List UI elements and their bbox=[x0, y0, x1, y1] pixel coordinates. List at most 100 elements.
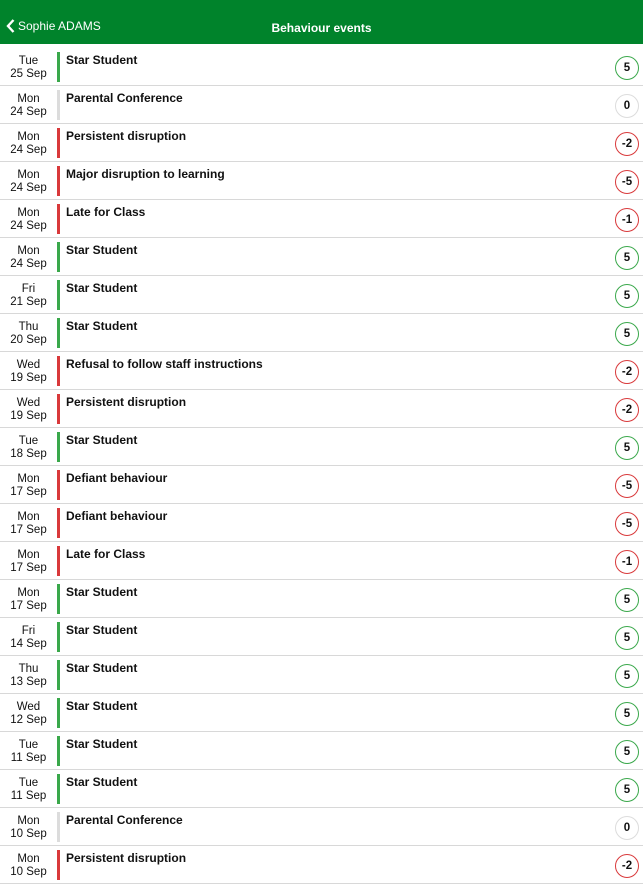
event-date: Fri 14 Sep bbox=[0, 625, 57, 651]
event-row[interactable]: Mon 24 Sep Late for Class -1 bbox=[0, 200, 643, 238]
event-label: Refusal to follow staff instructions bbox=[66, 357, 263, 371]
event-row[interactable]: Tue 18 Sep Star Student 5 bbox=[0, 428, 643, 466]
event-row[interactable]: Mon 10 Sep Persistent disruption -2 bbox=[0, 846, 643, 884]
event-day: Mon bbox=[17, 131, 40, 143]
event-row[interactable]: Mon 10 Sep Parental Conference 0 bbox=[0, 808, 643, 846]
event-day: Mon bbox=[17, 169, 40, 181]
event-date-value: 19 Sep bbox=[10, 410, 47, 422]
event-label: Parental Conference bbox=[66, 91, 183, 105]
event-type-indicator bbox=[57, 736, 60, 766]
event-type-indicator bbox=[57, 546, 60, 576]
event-day: Wed bbox=[16, 701, 41, 713]
event-label: Persistent disruption bbox=[66, 129, 187, 143]
event-type-indicator bbox=[57, 432, 60, 462]
event-date: Tue 25 Sep bbox=[0, 55, 57, 81]
event-date-value: 24 Sep bbox=[10, 106, 47, 118]
event-date: Mon 24 Sep bbox=[0, 245, 57, 271]
event-type-indicator bbox=[57, 90, 60, 120]
event-date-value: 17 Sep bbox=[10, 486, 47, 498]
event-row[interactable]: Tue 25 Sep Star Student 5 bbox=[0, 48, 643, 86]
event-type-indicator bbox=[57, 318, 60, 348]
event-label: Star Student bbox=[66, 775, 138, 789]
event-date-value: 11 Sep bbox=[10, 752, 47, 764]
event-label: Late for Class bbox=[66, 547, 146, 561]
event-day: Mon bbox=[17, 207, 40, 219]
event-date: Tue 11 Sep bbox=[0, 739, 57, 765]
event-type-indicator bbox=[57, 204, 60, 234]
event-row[interactable]: Tue 11 Sep Star Student 5 bbox=[0, 732, 643, 770]
event-row[interactable]: Mon 17 Sep Late for Class -1 bbox=[0, 542, 643, 580]
event-date-value: 13 Sep bbox=[10, 676, 47, 688]
event-row[interactable]: Thu 13 Sep Star Student 5 bbox=[0, 656, 643, 694]
event-day: Wed bbox=[16, 359, 41, 371]
event-row[interactable]: Mon 24 Sep Star Student 5 bbox=[0, 238, 643, 276]
event-date: Wed 12 Sep bbox=[0, 701, 57, 727]
event-date-value: 21 Sep bbox=[10, 296, 47, 308]
event-date-value: 24 Sep bbox=[10, 258, 47, 270]
event-row[interactable]: Fri 21 Sep Star Student 5 bbox=[0, 276, 643, 314]
event-type-indicator bbox=[57, 128, 60, 158]
back-label: Sophie ADAMS bbox=[18, 19, 101, 33]
event-date: Mon 24 Sep bbox=[0, 93, 57, 119]
page-title: Behaviour events bbox=[271, 21, 372, 35]
event-date: Wed 19 Sep bbox=[0, 397, 57, 423]
event-date: Mon 17 Sep bbox=[0, 549, 57, 575]
event-type-indicator bbox=[57, 394, 60, 424]
event-row[interactable]: Mon 24 Sep Parental Conference 0 bbox=[0, 86, 643, 124]
event-row[interactable]: Tue 11 Sep Star Student 5 bbox=[0, 770, 643, 808]
event-label: Parental Conference bbox=[66, 813, 183, 827]
event-date-value: 18 Sep bbox=[10, 448, 47, 460]
event-row[interactable]: Wed 12 Sep Star Student 5 bbox=[0, 694, 643, 732]
back-button[interactable]: Sophie ADAMS bbox=[6, 19, 101, 33]
event-date-value: 11 Sep bbox=[10, 790, 47, 802]
event-date-value: 17 Sep bbox=[10, 562, 47, 574]
event-date: Mon 24 Sep bbox=[0, 169, 57, 195]
event-row[interactable]: Mon 17 Sep Star Student 5 bbox=[0, 580, 643, 618]
points-badge: 5 bbox=[615, 778, 639, 802]
event-row[interactable]: Thu 20 Sep Star Student 5 bbox=[0, 314, 643, 352]
event-type-indicator bbox=[57, 356, 60, 386]
event-type-indicator bbox=[57, 242, 60, 272]
event-date: Mon 17 Sep bbox=[0, 587, 57, 613]
event-date: Mon 10 Sep bbox=[0, 815, 57, 841]
points-badge: 0 bbox=[615, 816, 639, 840]
event-date: Fri 21 Sep bbox=[0, 283, 57, 309]
points-badge: 5 bbox=[615, 322, 639, 346]
event-row[interactable]: Wed 19 Sep Refusal to follow staff instru… bbox=[0, 352, 643, 390]
points-badge: -5 bbox=[615, 474, 639, 498]
event-date-value: 24 Sep bbox=[10, 220, 47, 232]
event-row[interactable]: Wed 19 Sep Persistent disruption -2 bbox=[0, 390, 643, 428]
event-date-value: 20 Sep bbox=[10, 334, 47, 346]
event-type-indicator bbox=[57, 470, 60, 500]
event-date: Mon 24 Sep bbox=[0, 207, 57, 233]
event-row[interactable]: Mon 24 Sep Major disruption to learning -… bbox=[0, 162, 643, 200]
points-badge: 5 bbox=[615, 588, 639, 612]
event-label: Star Student bbox=[66, 699, 138, 713]
points-badge: -2 bbox=[615, 398, 639, 422]
event-day: Mon bbox=[17, 511, 40, 523]
event-day: Mon bbox=[17, 853, 40, 865]
points-badge: -1 bbox=[615, 208, 639, 232]
event-label: Persistent disruption bbox=[66, 851, 187, 865]
event-type-indicator bbox=[57, 584, 60, 614]
event-label: Star Student bbox=[66, 281, 138, 295]
event-date: Mon 17 Sep bbox=[0, 511, 57, 537]
event-date-value: 14 Sep bbox=[10, 638, 47, 650]
event-day: Mon bbox=[17, 549, 40, 561]
points-badge: -5 bbox=[615, 170, 639, 194]
event-date-value: 17 Sep bbox=[10, 600, 47, 612]
event-label: Star Student bbox=[66, 623, 138, 637]
points-badge: 0 bbox=[615, 94, 639, 118]
points-badge: -2 bbox=[615, 360, 639, 384]
event-type-indicator bbox=[57, 698, 60, 728]
event-row[interactable]: Mon 17 Sep Defiant behaviour -5 bbox=[0, 466, 643, 504]
event-day: Tue bbox=[18, 55, 39, 67]
event-row[interactable]: Fri 14 Sep Star Student 5 bbox=[0, 618, 643, 656]
event-row[interactable]: Mon 24 Sep Persistent disruption -2 bbox=[0, 124, 643, 162]
event-day: Thu bbox=[18, 663, 39, 675]
event-row[interactable]: Mon 17 Sep Defiant behaviour -5 bbox=[0, 504, 643, 542]
event-day: Fri bbox=[21, 283, 36, 295]
event-day: Mon bbox=[17, 93, 40, 105]
event-label: Star Student bbox=[66, 737, 138, 751]
event-day: Thu bbox=[18, 321, 39, 333]
